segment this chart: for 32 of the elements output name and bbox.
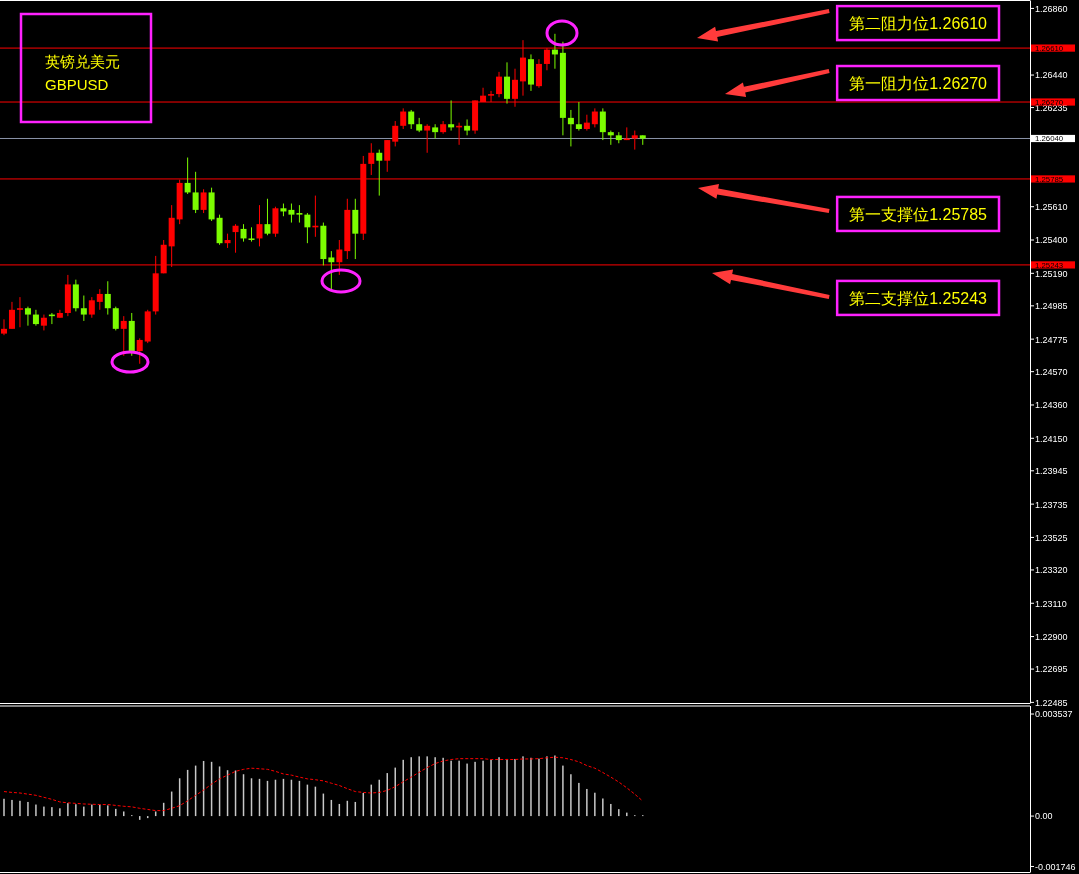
y-tick-label: 1.22695 [1035, 664, 1068, 675]
annotation: 第一阻力位1.26270 [849, 75, 988, 93]
y-tick-label: 1.23735 [1035, 499, 1068, 510]
note-box: 第一阻力位1.26270 [835, 64, 1001, 102]
y-tick-label: 1.26440 [1035, 70, 1068, 81]
note-box: 第一支撑位1.25785 [835, 195, 1001, 233]
note-box: 第二阻力位1.26610 [835, 4, 1001, 42]
y-tick-label: 1.26860 [1035, 3, 1068, 14]
y-tick-label: 1.24985 [1035, 301, 1068, 312]
y-tick-label: 1.23525 [1035, 532, 1068, 543]
annotation: 第二阻力位1.26610 [849, 15, 988, 33]
line-series [3, 756, 644, 812]
y-tick-label: 1.22900 [1035, 631, 1068, 642]
y-tick-label: 1.23110 [1035, 598, 1067, 609]
annotation: 第一支撑位1.25785 [849, 205, 988, 223]
note-box: 第二支撑位1.25243 [835, 279, 1001, 317]
y-tick-label: 1.24570 [1035, 367, 1068, 378]
y-tick-label: 1.25610 [1035, 202, 1068, 213]
text: GBPUSD [45, 76, 109, 93]
y-tick-label: -0.001746 [1035, 861, 1076, 872]
y-tick-label: 1.22485 [1035, 697, 1068, 708]
y-tick-label: 1.25400 [1035, 235, 1068, 246]
y-tick-label: 1.25190 [1035, 268, 1068, 279]
y-tick-label: 1.23320 [1035, 565, 1068, 576]
text: 英镑兑美元 [45, 53, 120, 70]
y-tick-label: 1.24150 [1035, 433, 1068, 444]
y-tick-label: 1.24775 [1035, 334, 1068, 345]
y-tick-label: 1.24360 [1035, 400, 1068, 411]
annotation: 第二支撑位1.25243 [849, 289, 988, 307]
y-tick-label: 0.00 [1035, 811, 1053, 822]
y-tick-label: 1.23945 [1035, 466, 1068, 477]
y-tick-label: 0.003537 [1035, 709, 1073, 720]
